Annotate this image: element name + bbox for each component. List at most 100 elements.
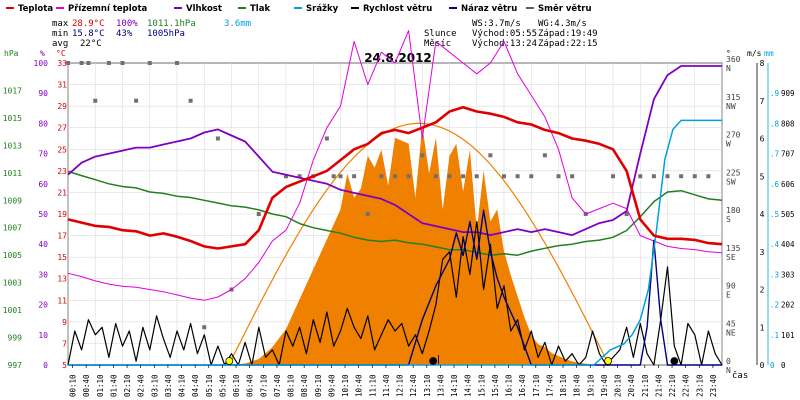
solar-tick-label: 303 (781, 270, 795, 279)
temp-tick-label: 17 (57, 232, 67, 241)
stats-avg-label: avg (52, 39, 68, 49)
direction-degree-label: 45 (726, 319, 736, 328)
temp-tick-label: 13 (57, 275, 67, 284)
wind-direction-point (638, 174, 643, 179)
pressure-unit: hPa (4, 49, 19, 58)
wind-direction-point (611, 174, 615, 179)
x-tick-label: 21:10 (641, 374, 650, 397)
rain-tick-label: .8 (770, 119, 780, 128)
x-tick-label: 00:40 (82, 374, 91, 397)
wind-direction-point (66, 61, 70, 65)
moon-label: Měsíc (424, 39, 451, 49)
temp-tick-label: 7 (62, 339, 67, 348)
legend: Teplota Přízemní teplota Vlhkost Tlak Srážky… (6, 3, 592, 14)
solar-tick-label: 707 (781, 150, 795, 159)
solar-tick-label: 909 (781, 89, 795, 98)
legend-label: Směr větru (538, 3, 592, 14)
wind-sun-moon-panel: WS:3.7m/s WG:4.3m/s Slunce Východ:05:55 … (424, 19, 598, 49)
temperature-line (67, 105, 723, 250)
x-tick-label: 08:10 (287, 374, 296, 397)
direction-compass-label: S (726, 215, 731, 224)
solar-tick-label: 0 (781, 361, 786, 370)
legend-label: Přízemní teplota (68, 4, 148, 14)
wind-direction-point (447, 174, 452, 179)
rain-tick-label: .9 (770, 89, 779, 98)
wind-direction-point (624, 212, 629, 216)
humidity-tick-label: 50 (38, 210, 48, 219)
speed-unit: m/s (747, 49, 762, 58)
x-tick-label: 15:40 (491, 374, 500, 397)
wind-direction-point (202, 325, 207, 330)
pressure-tick-label: 1001 (3, 306, 22, 315)
wind-direction-point (379, 174, 384, 179)
wind-direction-point (175, 61, 179, 65)
wind-direction-point (502, 174, 506, 179)
x-tick-label: 05:10 (205, 374, 214, 397)
wind-direction-point (365, 212, 370, 216)
wind-direction-point (393, 174, 397, 179)
humidity-tick-label: 90 (38, 89, 48, 98)
x-tick-label: 13:10 (423, 374, 432, 397)
x-tick-label: 01:10 (96, 374, 105, 397)
speed-tick-label: 1 (760, 323, 765, 332)
x-tick-label: 17:10 (532, 374, 541, 397)
x-tick-label: 19:10 (586, 374, 595, 397)
speed-tick-label: 3 (760, 248, 765, 257)
direction-degree-label: 180 (726, 206, 741, 215)
wind-direction-point (352, 174, 357, 179)
x-tick-label: 23:40 (709, 374, 718, 397)
direction-degree-label: 360 (726, 55, 741, 64)
stats-max-label: max (52, 19, 69, 29)
wind-direction-point (86, 61, 91, 65)
wind-direction-point (93, 98, 98, 103)
rain-tick-label: .6 (770, 180, 780, 189)
x-tick-label: 22:10 (668, 374, 677, 397)
x-tick-label: 18:40 (573, 374, 582, 397)
rain-tick-label: .4 (770, 240, 780, 249)
x-tick-label: 16:40 (518, 374, 527, 397)
stats-avg-temp: 22°C (80, 39, 102, 49)
wind-direction-point (324, 136, 329, 141)
wind-direction-point (570, 174, 575, 179)
rain-tick-label: .5 (770, 210, 779, 219)
rain-tick-label: .7 (770, 150, 779, 159)
pressure-tick-label: 1007 (3, 224, 22, 233)
x-tick-label: 01:40 (109, 374, 118, 397)
humidity-tick-label: 30 (38, 270, 48, 279)
direction-compass-label: N (726, 366, 731, 375)
wind-direction-point (256, 212, 261, 216)
wind-direction-point (461, 174, 466, 179)
pressure-tick-label: 1003 (3, 279, 22, 288)
sunset-marker (604, 357, 612, 365)
temp-tick-label: 9 (62, 318, 67, 327)
direction-compass-label: SE (726, 253, 736, 262)
speed-tick-label: 7 (760, 97, 765, 106)
x-axis-label: čas (732, 370, 748, 381)
wind-direction-point (147, 61, 152, 65)
solar-tick-label: 606 (781, 180, 795, 189)
wind-direction-point (433, 174, 438, 179)
stats-min-temp: 15.8°C (72, 29, 105, 39)
x-tick-label: 19:40 (600, 374, 609, 397)
humidity-tick-label: 60 (38, 180, 48, 189)
speed-tick-label: 8 (760, 59, 765, 68)
wind-direction-point (284, 174, 288, 179)
wind-gust-info: WG:4.3m/s (538, 19, 587, 29)
humidity-line (67, 65, 722, 237)
rain-tick-label: .3 (770, 270, 779, 279)
wind-direction-point (488, 153, 493, 158)
pressure-line (67, 170, 723, 256)
temp-tick-label: 11 (57, 296, 67, 305)
wind-direction-point (706, 174, 711, 179)
humidity-tick-label: 100 (34, 59, 49, 68)
direction-unit: ° (726, 49, 731, 58)
x-axis-ticks: 00:10 00:40 01:10 01:40 02:10 02:40 03:10 03:40… (69, 365, 718, 397)
stats-min-label: min (52, 29, 68, 39)
temp-tick-label: 33 (57, 59, 67, 68)
sunrise-marker (225, 357, 234, 365)
temp-tick-label: 19 (57, 210, 67, 219)
x-tick-label: 16:10 (505, 374, 514, 397)
stats-min-press: 1005hPa (147, 29, 185, 39)
stats-max-hum: 100% (116, 19, 138, 29)
pressure-tick-label: 1017 (3, 86, 22, 95)
